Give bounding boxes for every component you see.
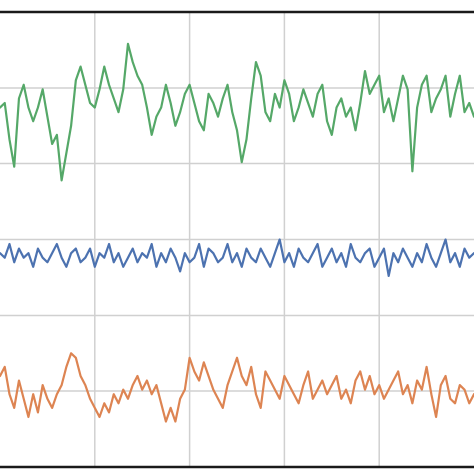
series-line-2	[0, 238, 474, 277]
plot-frame	[0, 10, 474, 469]
series-line-3	[0, 352, 474, 423]
series-line-1	[0, 42, 474, 182]
series-lines	[0, 42, 474, 423]
